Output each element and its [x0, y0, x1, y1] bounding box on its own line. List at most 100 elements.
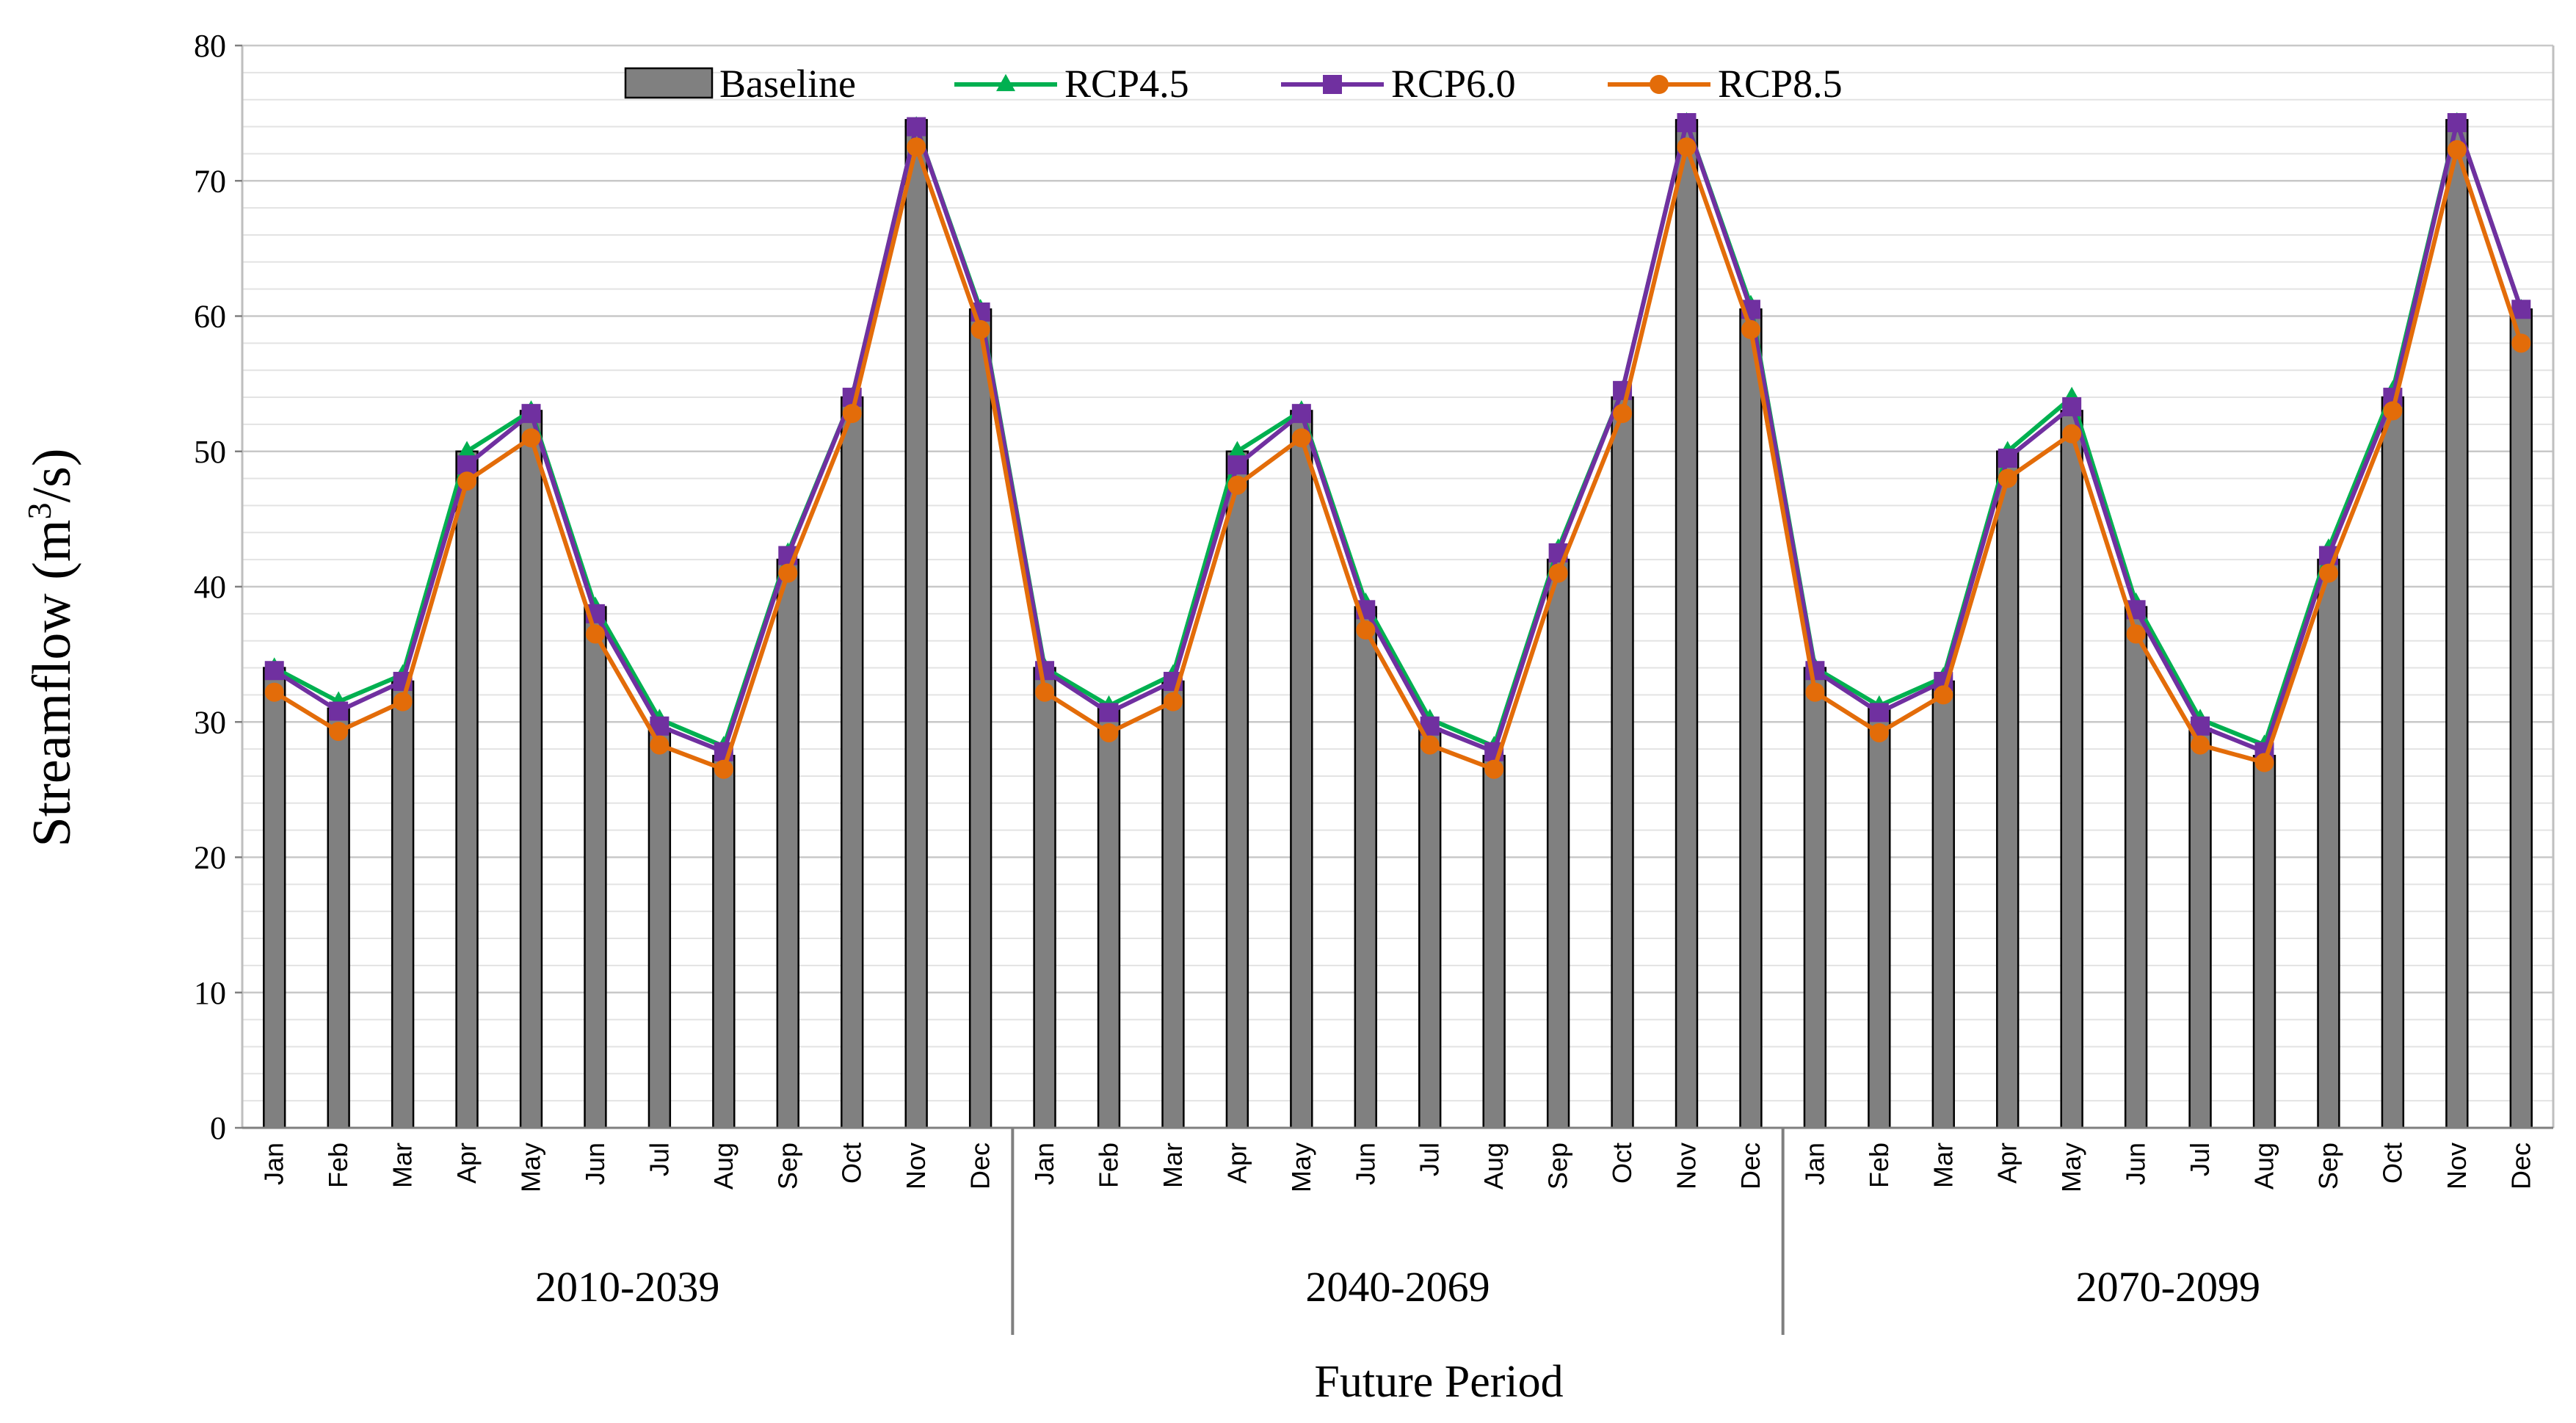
baseline-bar [1033, 667, 1056, 1129]
month-tick-label: Aug [1479, 1143, 1509, 1190]
month-tick-label: Aug [708, 1143, 739, 1190]
rcp60-marker [1227, 455, 1247, 475]
rcp85-marker [2511, 333, 2531, 353]
month-tick-label: Feb [323, 1143, 353, 1188]
rcp85-marker [1869, 723, 1889, 742]
month-tick-label: Apr [1992, 1143, 2022, 1184]
rcp85-marker [1805, 682, 1825, 702]
month-tick-label: Nov [1672, 1143, 1702, 1190]
rcp85-marker [393, 692, 413, 712]
baseline-bar [584, 606, 607, 1129]
rcp60-marker [1099, 703, 1119, 723]
baseline-bar [1290, 410, 1313, 1129]
y-axis-title-main: Streamflow (m [22, 520, 82, 847]
rcp85-marker [650, 735, 670, 755]
month-tick-label: Jun [2121, 1143, 2151, 1185]
baseline-bar [1803, 667, 1827, 1129]
y-tick-label: 80 [194, 28, 226, 64]
month-tick-label: Jul [644, 1143, 674, 1176]
month-tick-label: Mar [388, 1143, 418, 1188]
month-tick-label: May [516, 1143, 546, 1192]
baseline-bar [776, 558, 799, 1129]
baseline-bar [2060, 410, 2083, 1129]
x-axis-title: Future Period [1314, 1357, 1563, 1407]
rcp60-marker [907, 117, 926, 137]
month-tick-label: May [1286, 1143, 1316, 1192]
baseline-bar [647, 728, 672, 1129]
y-tick-label: 0 [210, 1110, 226, 1146]
month-tick-label: Feb [1864, 1143, 1894, 1188]
baseline-bars [263, 119, 2533, 1129]
rcp-lines [264, 112, 2531, 779]
baseline-bar [2188, 728, 2212, 1129]
baseline-bar [2252, 755, 2276, 1129]
month-tick-label: May [2056, 1143, 2086, 1192]
rcp85-marker [842, 404, 862, 424]
rcp85-marker [2254, 753, 2274, 772]
rcp60-marker [1869, 703, 1889, 723]
baseline-bar [2381, 396, 2405, 1129]
month-tick-label: Oct [2377, 1143, 2407, 1184]
baseline-bar [1675, 119, 1699, 1129]
rcp85-marker [457, 471, 477, 491]
rcp60-marker [2511, 300, 2531, 319]
legend-baseline-label: Baseline [719, 62, 856, 106]
month-tick-label: Dec [1735, 1143, 1766, 1190]
rcp85-marker [1227, 475, 1247, 495]
rcp85-marker [1934, 685, 1953, 705]
month-tick-label: Jun [580, 1143, 610, 1185]
baseline-bar [519, 410, 543, 1129]
rcp85-marker [1163, 692, 1183, 712]
baseline-bar [327, 707, 350, 1129]
y-tick-label: 10 [194, 975, 226, 1011]
month-tick-label: Jul [2185, 1143, 2215, 1176]
y-tick-label: 60 [194, 299, 226, 335]
y-axis-title-sup: 3 [21, 503, 58, 520]
rcp85-marker [2062, 424, 2082, 443]
period-label: 2010-2039 [535, 1263, 719, 1311]
baseline-bar [2509, 308, 2533, 1129]
baseline-bar [904, 119, 928, 1129]
series-line-rcp60 [273, 120, 2524, 754]
month-tick-label: Jul [1415, 1143, 1445, 1176]
rcp85-marker [970, 319, 990, 339]
rcp85-marker [2447, 140, 2467, 159]
month-tick-label: Dec [2506, 1143, 2536, 1190]
month-tick-label: Jan [1799, 1143, 1829, 1185]
rcp45-marker [457, 441, 477, 458]
month-tick-label: Mar [1158, 1143, 1188, 1188]
month-tick-label: Sep [772, 1143, 802, 1190]
rcp85-marker [329, 722, 349, 742]
legend-label: RCP6.0 [1391, 62, 1516, 106]
rcp85-marker [907, 137, 926, 157]
rcp85-marker [714, 759, 733, 779]
rcp85-marker [585, 624, 605, 644]
baseline-bar [1418, 728, 1442, 1129]
baseline-bar [2124, 606, 2148, 1129]
rcp85-marker [2126, 624, 2146, 644]
month-tick-label: Apr [451, 1143, 482, 1184]
baseline-bar [1739, 308, 1763, 1129]
rcp85-marker [1484, 759, 1504, 779]
rcp85-marker [264, 682, 284, 702]
rcp85-marker [1741, 319, 1760, 339]
month-tick-label: Sep [2313, 1143, 2343, 1190]
y-axis-title-tail: /s) [22, 449, 82, 503]
month-tick-label: Feb [1094, 1143, 1124, 1188]
baseline-bar [391, 680, 415, 1129]
rcp85-marker [1998, 468, 2017, 488]
baseline-bar [1097, 707, 1121, 1129]
month-tick-label: Nov [901, 1143, 931, 1190]
baseline-bar [2317, 558, 2340, 1129]
y-tick-label: 40 [194, 569, 226, 605]
rcp60-marker [1323, 75, 1342, 94]
month-tick-label: Oct [837, 1143, 867, 1184]
rcp45-marker [1227, 441, 1247, 458]
rcp60-marker [1677, 113, 1697, 133]
baseline-bar [968, 308, 993, 1129]
baseline-bar [1354, 606, 1377, 1129]
rcp60-marker [2062, 397, 2082, 416]
rcp60-marker [457, 455, 477, 475]
month-tick-label: Nov [2442, 1143, 2472, 1190]
rcp85-marker [1548, 563, 1568, 583]
